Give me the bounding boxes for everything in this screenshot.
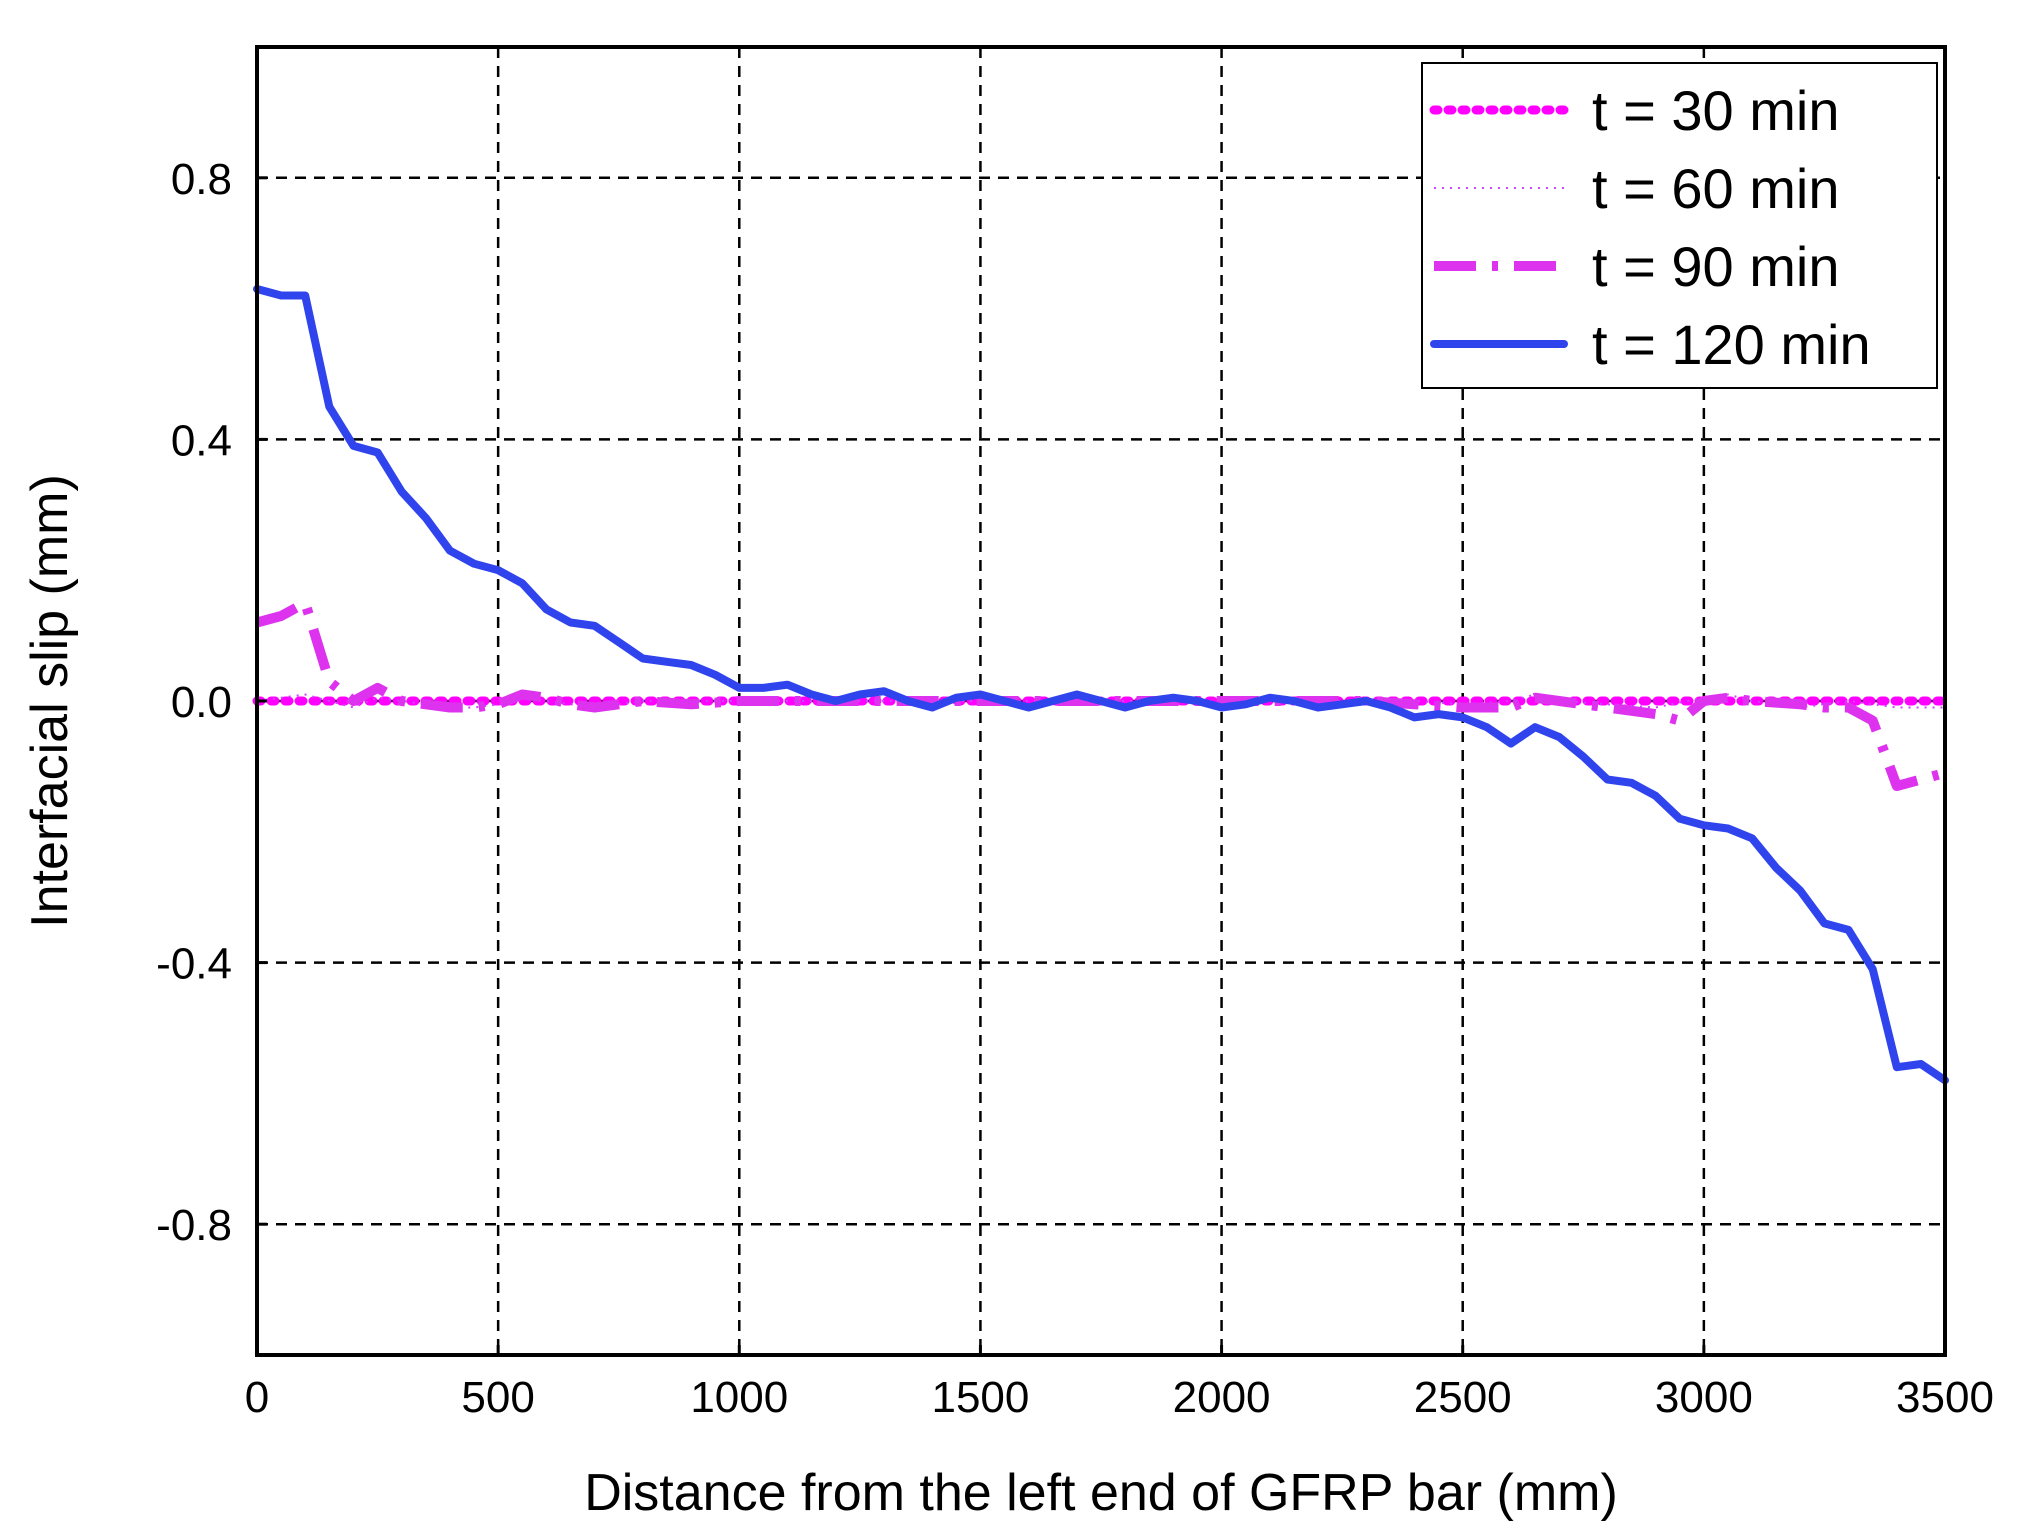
legend: t = 30 min t = 60 min t = 90 min t = 120 mi… [1421,62,1938,389]
tick-layer: 0 500 1000 1500 2000 2500 3000 3500 0.8 0.4 0.0 -0.… [156,155,1994,1422]
y-tick-label: -0.8 [156,1201,232,1250]
series-layer [252,285,1950,1085]
y-tick-label: 0.0 [171,678,232,727]
y-tick-label: -0.4 [156,940,232,989]
y-axis-title: Interfacial slip (mm) [21,474,79,928]
x-tick-label: 1000 [690,1373,788,1422]
y-tick-label: 0.4 [171,416,232,465]
x-tick-label: 2500 [1414,1373,1512,1422]
legend-label-4: t = 120 min [1592,313,1871,376]
series-line-3 [255,597,1947,791]
y-tick-label: 0.8 [171,155,232,204]
series-line-4 [253,285,1949,1085]
legend-label-1: t = 30 min [1592,79,1839,142]
x-tick-label: 3500 [1896,1373,1994,1422]
legend-box [1421,62,1938,389]
x-tick-label: 1500 [931,1373,1029,1422]
legend-label-2: t = 60 min [1592,157,1839,220]
x-tick-label: 0 [245,1373,269,1422]
x-tick-label: 2000 [1173,1373,1271,1422]
legend-label-3: t = 90 min [1592,235,1839,298]
x-axis-title: Distance from the left end of GFRP bar (… [584,1464,1618,1522]
x-tick-label: 3000 [1655,1373,1753,1422]
x-tick-label: 500 [461,1373,534,1422]
